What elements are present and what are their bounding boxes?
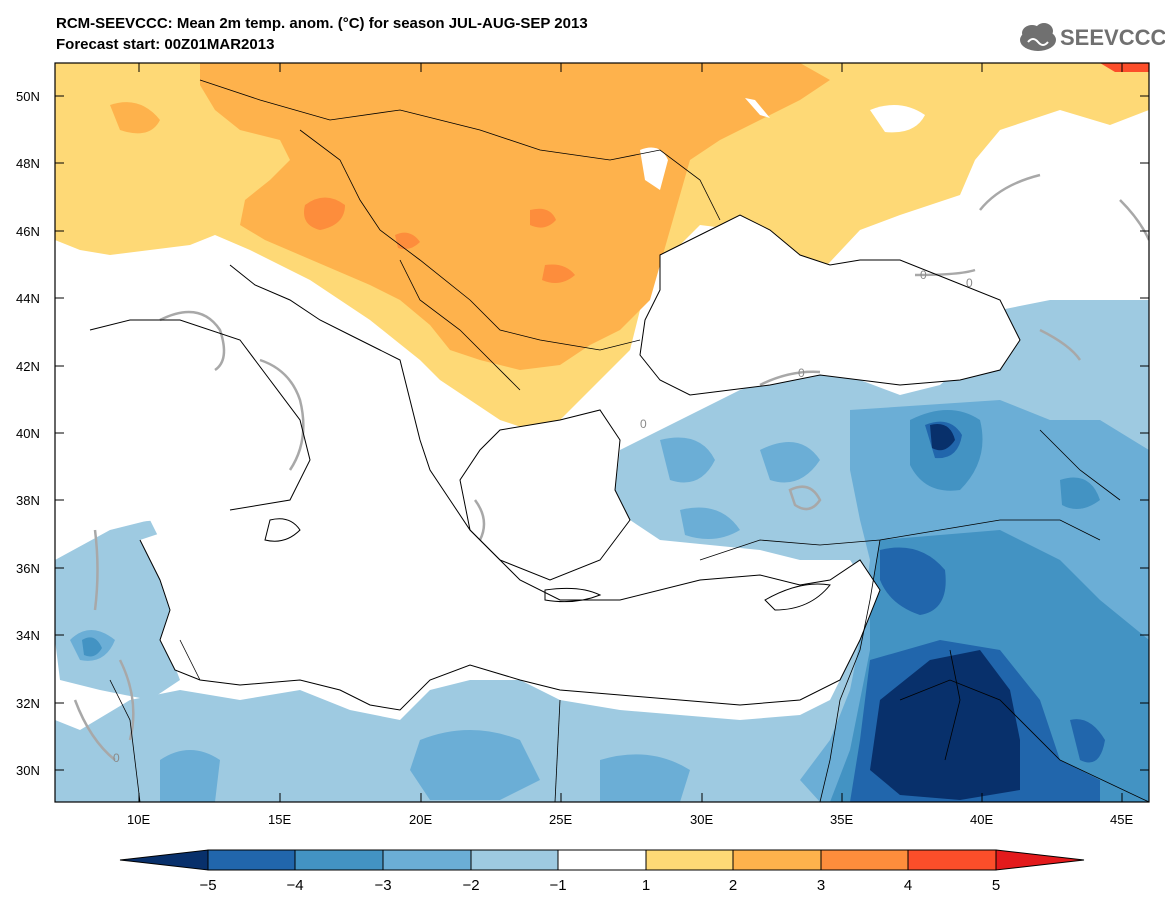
lon-label-10e: 10E: [127, 812, 150, 827]
colorbar-bin-lowest: [119, 849, 209, 871]
colorbar-tick-m1: −1: [549, 877, 566, 894]
anomaly-hole-4: [640, 147, 668, 190]
black-sea: [640, 215, 1020, 395]
lat-label-48n: 48N: [16, 156, 40, 171]
colorbar-bin-1-2: [645, 849, 734, 871]
colorbar-tick-3: 3: [817, 877, 825, 894]
lat-label-40n: 40N: [16, 426, 40, 441]
colorbar-bin-4-5: [907, 849, 997, 871]
lat-label-50n: 50N: [16, 89, 40, 104]
contour-label-0d: 0: [640, 417, 647, 431]
lon-label-25e: 25E: [549, 812, 572, 827]
lat-label-30n: 30N: [16, 763, 40, 778]
colorbar-tick-5: 5: [992, 877, 1000, 894]
anomaly-field-2to3: [200, 63, 830, 370]
tyrrhenian-sea: [55, 320, 310, 525]
lat-label-42n: 42N: [16, 359, 40, 374]
contour-label-0c: 0: [798, 366, 805, 380]
lat-label-32n: 32N: [16, 696, 40, 711]
contour-label-0e: 0: [113, 751, 120, 765]
colorbar-bin-m4-m3: [294, 849, 384, 871]
latitude-axis: 50N 48N 46N 44N 42N 40N 38N 36N 34N 32N …: [16, 89, 1149, 778]
colorbar-tick-1: 1: [642, 877, 650, 894]
cloud-icon: [1020, 23, 1056, 51]
coastlines: [89, 214, 1021, 711]
colorbar: −5 −4 −3 −2 −1 1 2 3 4 5: [119, 849, 1085, 894]
anomaly-field-4to5: [1100, 63, 1149, 72]
colorbar-tick-m2: −2: [462, 877, 479, 894]
lat-label-44n: 44N: [16, 291, 40, 306]
colorbar-tick-2: 2: [729, 877, 737, 894]
anomaly-field-2to3-west: [110, 102, 160, 134]
colorbar-bin-m3-m2: [382, 849, 472, 871]
logo-text: SEEVCCC: [1060, 25, 1165, 50]
anomaly-field-3to4: [304, 197, 345, 230]
contour-label-0b: 0: [966, 276, 973, 290]
map-plot-area: 0 0 0 0 0: [55, 63, 1149, 802]
anomaly-field-3to4-c: [542, 264, 575, 284]
colorbar-tick-4: 4: [904, 877, 912, 894]
lon-label-45e: 45E: [1110, 812, 1133, 827]
colorbar-bin-2-3: [732, 849, 822, 871]
aegean-sea: [460, 410, 630, 580]
lon-label-40e: 40E: [970, 812, 993, 827]
lat-label-34n: 34N: [16, 628, 40, 643]
map-title: RCM-SEEVCCC: Mean 2m temp. anom. (°C) fo…: [56, 15, 588, 32]
lat-label-36n: 36N: [16, 561, 40, 576]
country-borders: [109, 79, 1149, 802]
lat-label-46n: 46N: [16, 224, 40, 239]
lon-label-30e: 30E: [690, 812, 713, 827]
anomaly-field-below-minus5: [870, 424, 1020, 800]
anomaly-field-3to4-d: [395, 232, 420, 250]
colorbar-bin-3-4: [820, 849, 909, 871]
colorbar-bin-highest: [995, 849, 1085, 871]
lat-label-38n: 38N: [16, 493, 40, 508]
lon-label-15e: 15E: [268, 812, 291, 827]
contour-label-0: 0: [920, 268, 927, 282]
anomaly-hole-3: [745, 98, 770, 118]
forecast-start-label: Forecast start: 00Z01MAR2013: [56, 36, 275, 53]
adriatic-ionian-sea: [140, 265, 880, 710]
colorbar-tick-m3: −3: [374, 877, 391, 894]
colorbar-tick-m5: −5: [199, 877, 216, 894]
colorbar-bin-m2-m1: [470, 849, 559, 871]
longitude-axis: 10E 15E 20E 25E 30E 35E 40E 45E: [127, 63, 1133, 827]
colorbar-tick-m4: −4: [286, 877, 303, 894]
anomaly-hole-1: [870, 105, 925, 133]
lon-label-20e: 20E: [409, 812, 432, 827]
colorbar-bin-m5-m4: [207, 849, 296, 871]
lon-label-35e: 35E: [830, 812, 853, 827]
seevccc-logo: [1020, 23, 1056, 51]
anomaly-field-3to4-b: [530, 208, 556, 228]
anomaly-hole-2: [1045, 200, 1149, 310]
colorbar-bin-m1-1: [557, 849, 647, 871]
zero-contours: [73, 173, 1149, 761]
